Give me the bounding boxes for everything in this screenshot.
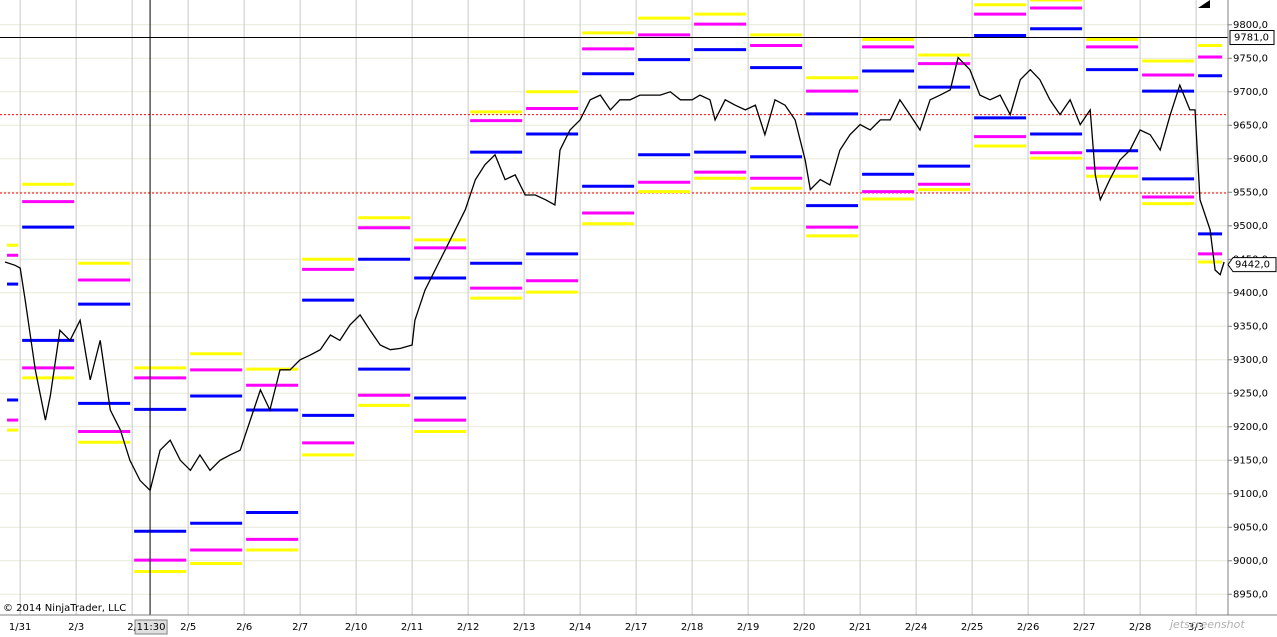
y-tick-label: 9400,0 [1233, 288, 1268, 299]
x-tick-label: 3/3 [1188, 622, 1204, 633]
x-tick-label: 2/25 [961, 622, 983, 633]
grid [0, 0, 1228, 615]
plot-area [0, 0, 1228, 615]
last-price-label: 9442,0 [1235, 260, 1270, 271]
x-tick-label: 2/28 [1129, 622, 1151, 633]
y-tick-label: 9300,0 [1233, 355, 1268, 366]
x-tick-label: 2/18 [681, 622, 703, 633]
x-tick-label: 2/26 [1017, 622, 1039, 633]
y-tick-label: 9600,0 [1233, 154, 1268, 165]
x-tick-label: 2/24 [905, 622, 927, 633]
y-tick-label: 9500,0 [1233, 221, 1268, 232]
x-tick-label: 2/13 [513, 622, 535, 633]
copyright: © 2014 NinjaTrader, LLC [3, 603, 126, 614]
x-tick-label: 2/6 [236, 622, 252, 633]
last-price-box [1227, 257, 1277, 273]
y-tick-label: 9100,0 [1233, 489, 1268, 500]
x-tick-label: 2/27 [1073, 622, 1095, 633]
watermark: jetscreenshot [1168, 618, 1245, 631]
y-tick-label: 9050,0 [1233, 522, 1268, 533]
y-tick-label: 9750,0 [1233, 53, 1268, 64]
y-tick-label: 9550,0 [1233, 187, 1268, 198]
x-tick-label: 2/14 [569, 622, 591, 633]
x-tick-label: 2/10 [345, 622, 367, 633]
y-tick-label: 9250,0 [1233, 388, 1268, 399]
y-tick-label: 9650,0 [1233, 120, 1268, 131]
corner-icon [1198, 0, 1210, 8]
price-line [4, 56, 1225, 492]
y-tick-label: 9700,0 [1233, 87, 1268, 98]
y-tick-label: 9800,0 [1233, 20, 1268, 31]
x-tick-label: 2/3 [68, 622, 84, 633]
x-tick-label: 2/7 [292, 622, 308, 633]
y-tick-label: 9200,0 [1233, 422, 1268, 433]
y-tick-label: 9150,0 [1233, 455, 1268, 466]
x-tick-label: 1/31 [9, 622, 31, 633]
y-tick-label: 8950,0 [1233, 589, 1268, 600]
x-tick-label: 2/17 [625, 622, 647, 633]
y-tick-label: 9000,0 [1233, 556, 1268, 567]
x-tick-label: 2/20 [793, 622, 815, 633]
x-tick-label: 2/11 [401, 622, 423, 633]
x-tick-label: 2/19 [737, 622, 759, 633]
crosshair-x-label: 11:30 [137, 622, 166, 633]
axes: 8950,0 9000,0 9050,0 9100,0 9150,0 9200,0 9250… [9, 20, 1277, 635]
x-tick-label: 2/12 [457, 622, 479, 633]
x-tick-label: 2/21 [849, 622, 871, 633]
crosshair-y-box [1229, 30, 1275, 46]
y-tick-label: 9350,0 [1233, 321, 1268, 332]
x-tick-label: 2/5 [180, 622, 196, 633]
crosshair-x-box [134, 619, 168, 635]
crosshair-y-label: 9781,0 [1234, 33, 1269, 44]
x-tick-label: 2/ [127, 622, 137, 633]
